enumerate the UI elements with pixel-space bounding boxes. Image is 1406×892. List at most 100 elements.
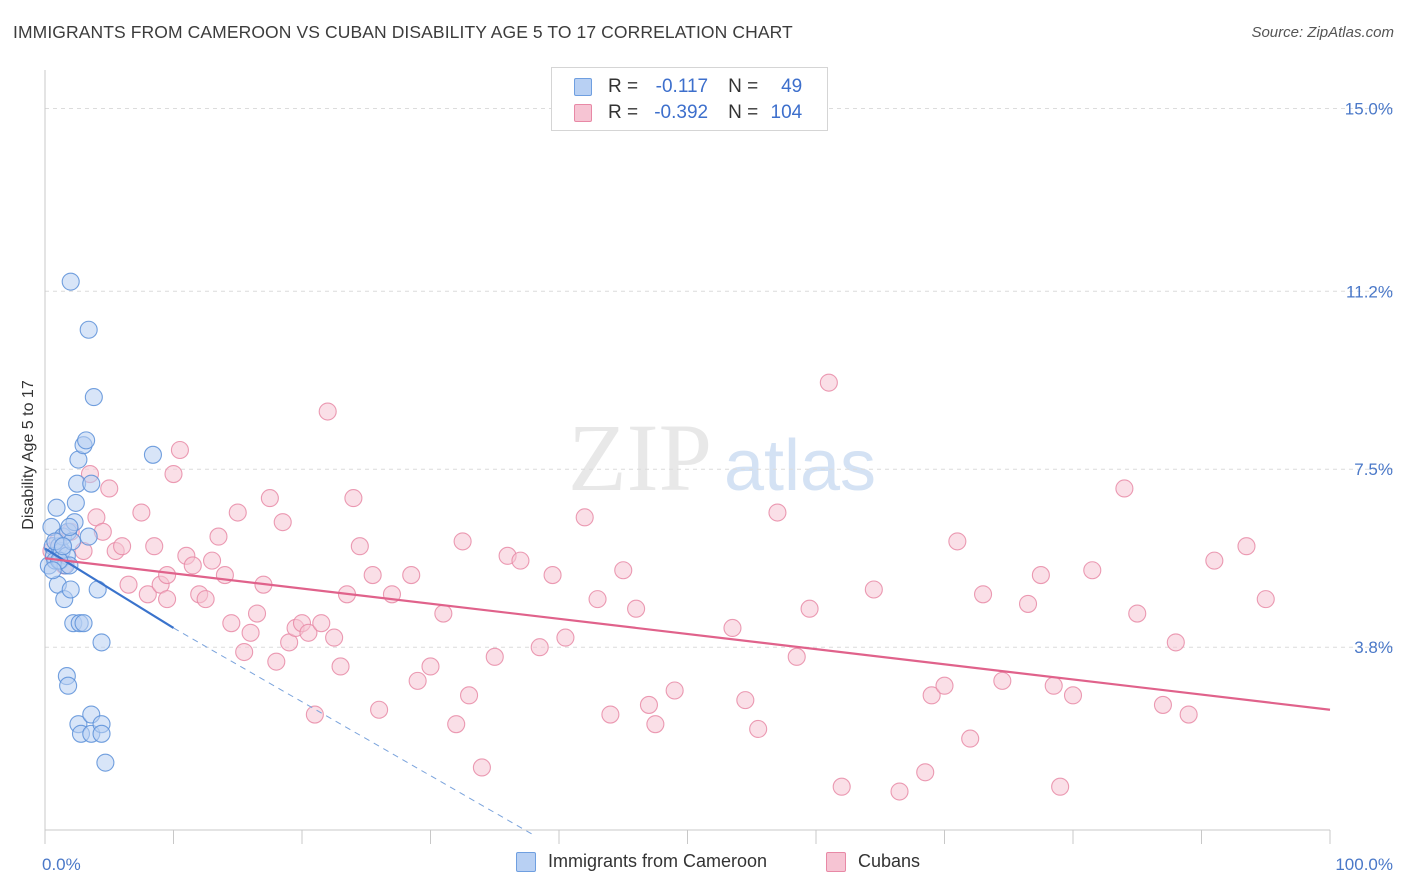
point-cubans bbox=[993, 671, 1012, 690]
point-cubans bbox=[601, 705, 620, 724]
y-axis-label: Disability Age 5 to 17 bbox=[20, 380, 37, 530]
point-cubans bbox=[158, 590, 177, 609]
point-cubans bbox=[447, 715, 466, 734]
point-cameroon bbox=[74, 614, 93, 633]
point-cubans bbox=[472, 758, 491, 777]
point-cameroon bbox=[143, 445, 162, 464]
axes bbox=[44, 70, 1331, 844]
x-tick-label-min: 0.0% bbox=[42, 855, 81, 874]
point-cubans bbox=[800, 599, 819, 618]
point-cubans bbox=[935, 676, 954, 695]
legend-n-value: 49 bbox=[781, 76, 803, 97]
point-cubans bbox=[273, 513, 292, 532]
legend-r-label: R = bbox=[608, 76, 639, 97]
point-cubans bbox=[132, 503, 151, 522]
point-cubans bbox=[665, 681, 684, 700]
point-cubans bbox=[260, 489, 279, 508]
point-cubans bbox=[1153, 695, 1172, 714]
point-cubans bbox=[100, 479, 119, 498]
point-cubans bbox=[228, 503, 247, 522]
point-cubans bbox=[170, 440, 189, 460]
point-cubans bbox=[961, 729, 980, 748]
correlation-legend: R = -0.117 N = 49 R = -0.392 N = 104 bbox=[551, 67, 828, 131]
point-cameroon bbox=[47, 498, 66, 517]
legend-row-cameroon: R = -0.117 N = 49 bbox=[574, 74, 802, 100]
point-cubans bbox=[485, 647, 504, 666]
point-cubans bbox=[299, 623, 318, 642]
point-cubans bbox=[787, 647, 806, 666]
point-cubans bbox=[119, 575, 138, 594]
legend-swatch-cubans bbox=[574, 104, 592, 122]
legend-n-value: 104 bbox=[770, 102, 803, 123]
point-cubans bbox=[646, 715, 665, 734]
source-label: Source: ZipAtlas.com bbox=[1251, 24, 1394, 41]
point-cubans bbox=[203, 551, 222, 570]
point-cubans bbox=[922, 686, 941, 705]
point-cameroon bbox=[92, 724, 111, 743]
point-cameroon bbox=[61, 272, 80, 291]
series-legend-cubans: Cubans bbox=[826, 851, 920, 872]
point-cubans bbox=[247, 604, 267, 623]
x-tick-label-max: 100.0% bbox=[1335, 855, 1393, 874]
legend-n-label: N = bbox=[728, 76, 759, 97]
y-tick-label: 15.0% bbox=[1345, 99, 1393, 118]
point-cameroon bbox=[61, 580, 80, 599]
point-cubans bbox=[530, 638, 549, 657]
point-cameroon bbox=[79, 320, 98, 339]
series-legend-label-cubans: Cubans bbox=[858, 851, 921, 871]
point-cubans bbox=[1166, 633, 1185, 652]
point-cubans bbox=[434, 604, 453, 623]
series-legend: Immigrants from Cameroon Cubans bbox=[0, 851, 1406, 879]
point-cubans bbox=[158, 566, 177, 585]
point-cubans bbox=[556, 628, 575, 647]
point-cubans bbox=[723, 618, 742, 638]
series-cameroon bbox=[39, 272, 162, 772]
point-cubans bbox=[344, 489, 363, 508]
legend-n-label: N = bbox=[728, 102, 759, 123]
point-cubans bbox=[1018, 594, 1038, 613]
point-cubans bbox=[1115, 479, 1134, 498]
point-cubans bbox=[1128, 604, 1147, 623]
watermark-atlas: atlas bbox=[724, 426, 876, 506]
point-cubans bbox=[1051, 777, 1070, 796]
point-cubans bbox=[639, 695, 659, 714]
point-cameroon bbox=[79, 527, 98, 546]
point-cubans bbox=[305, 705, 324, 724]
series-legend-swatch-cameroon bbox=[516, 851, 536, 872]
point-cubans bbox=[408, 671, 427, 690]
point-cubans bbox=[138, 585, 157, 604]
y-tick-labels: 3.8% 7.5% 11.2% 15.0% bbox=[1345, 99, 1393, 657]
point-cubans bbox=[1256, 590, 1275, 609]
point-cubans bbox=[588, 590, 607, 609]
point-cubans bbox=[459, 686, 479, 705]
point-cubans bbox=[543, 566, 562, 585]
point-cubans bbox=[948, 532, 967, 551]
point-cameroon bbox=[59, 676, 78, 695]
watermark: ZIP atlas bbox=[568, 404, 876, 511]
point-cubans bbox=[325, 628, 344, 647]
point-cubans bbox=[331, 657, 350, 676]
point-cubans bbox=[1083, 561, 1102, 580]
point-cubans bbox=[241, 623, 260, 642]
point-cameroon bbox=[43, 561, 62, 580]
series-layer bbox=[39, 272, 1275, 801]
legend-row-cubans: R = -0.392 N = 104 bbox=[574, 100, 802, 126]
point-cameroon bbox=[66, 493, 85, 512]
point-cameroon bbox=[96, 753, 115, 772]
point-cubans bbox=[267, 652, 286, 671]
point-cubans bbox=[222, 614, 241, 633]
legend-r-value: -0.117 bbox=[655, 76, 709, 97]
grid-lines bbox=[45, 107, 1395, 648]
point-cubans bbox=[575, 508, 594, 527]
y-tick-label: 3.8% bbox=[1354, 638, 1393, 657]
y-tick-label: 7.5% bbox=[1354, 460, 1393, 479]
point-cubans bbox=[183, 556, 202, 575]
point-cameroon bbox=[53, 537, 73, 556]
point-cubans bbox=[1044, 676, 1063, 695]
y-tick-label: 11.2% bbox=[1346, 282, 1393, 301]
point-cubans bbox=[819, 373, 838, 392]
point-cubans bbox=[363, 566, 382, 585]
trend-line-cubans bbox=[44, 557, 1331, 711]
point-cubans bbox=[318, 402, 337, 421]
series-legend-label-cameroon: Immigrants from Cameroon bbox=[548, 851, 768, 871]
